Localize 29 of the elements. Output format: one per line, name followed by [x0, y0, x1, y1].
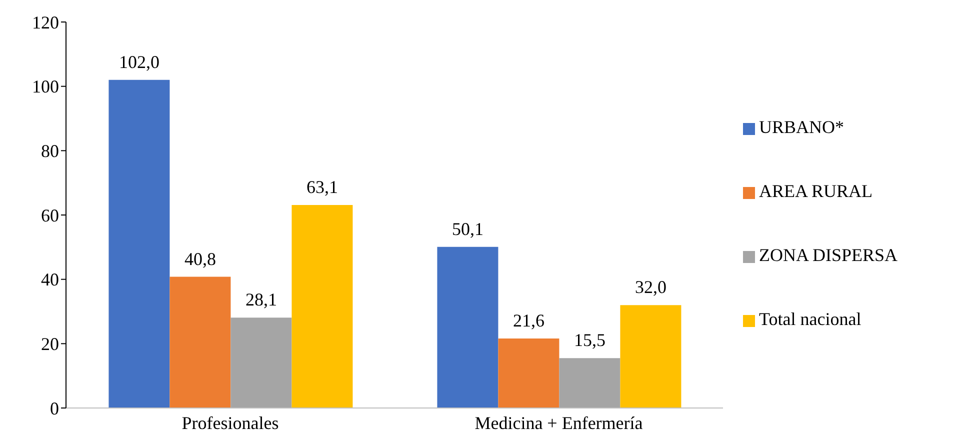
legend-label: URBANO* [759, 117, 844, 137]
bar [559, 358, 620, 408]
x-tick-label: Profesionales [182, 412, 279, 433]
bar [437, 246, 498, 408]
legend-label: ZONA DISPERSA [759, 245, 898, 265]
data-label: 15,5 [574, 330, 606, 350]
y-tick-label: 20 [41, 334, 59, 354]
bar [230, 318, 292, 408]
data-label: 32,0 [634, 277, 666, 298]
data-label: 28,1 [245, 290, 277, 310]
x-tick-label: Medicina + Enfermería [474, 412, 643, 433]
y-tick-label: 60 [41, 205, 59, 226]
bar [292, 205, 353, 408]
data-label: 102,0 [118, 52, 160, 72]
bar [170, 276, 231, 408]
data-label: 40,8 [184, 248, 216, 269]
bar [498, 338, 560, 408]
data-label: 21,6 [512, 310, 544, 331]
bar [108, 80, 170, 408]
y-tick-label: 0 [50, 398, 59, 418]
y-tick-label: 80 [41, 141, 59, 162]
data-label: 50,1 [452, 218, 484, 239]
data-label: 63,1 [306, 177, 338, 198]
y-tick-label: 120 [32, 12, 59, 32]
legend-label: AREA RURAL [759, 181, 873, 201]
y-tick-label: 40 [41, 270, 59, 290]
legend-label: Total nacional [759, 309, 862, 329]
y-tick-label: 100 [32, 76, 59, 97]
bar [620, 305, 682, 408]
